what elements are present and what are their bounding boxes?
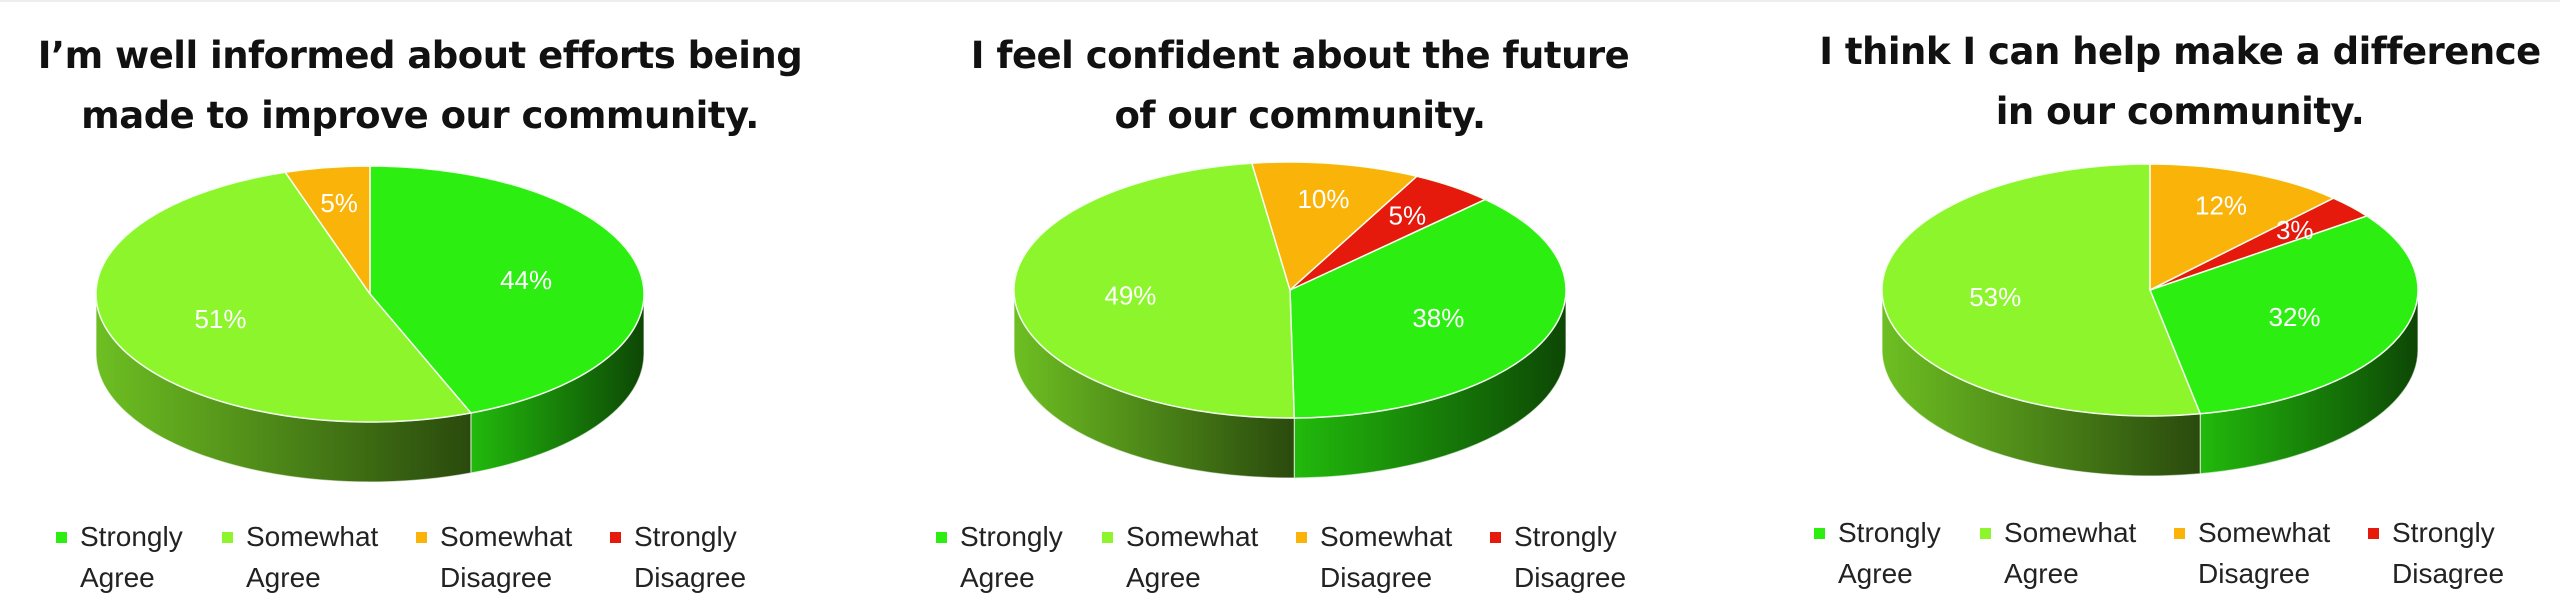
chart-legend: Strongly Agree Somewhat Agree Somewhat Disagr… xyxy=(1800,512,2560,612)
legend-label-line-1: Somewhat xyxy=(1320,521,1453,552)
data-label: 12% xyxy=(2195,191,2247,221)
legend-label-line-2: Disagree xyxy=(2198,558,2311,589)
legend-label-line-2: Disagree xyxy=(440,562,553,593)
legend-label-line-1: Strongly xyxy=(960,521,1063,552)
chart-panel-informed: I’m well informed about efforts being ma… xyxy=(30,0,810,608)
legend-label-line-2: Disagree xyxy=(1320,562,1433,593)
top-divider xyxy=(0,0,2560,2)
legend-label-line-2: Agree xyxy=(80,562,155,593)
chart-panel-difference: I think I can help make a difference in … xyxy=(1800,0,2560,608)
chart-title-line-2: of our community. xyxy=(1114,94,1486,137)
data-label: 5% xyxy=(1389,201,1427,231)
legend-swatch xyxy=(1102,532,1113,543)
data-label: 10% xyxy=(1297,184,1349,214)
pie-chart: 32% 53% 12% 3% xyxy=(1881,163,2419,477)
legend-label-line-1: Strongly xyxy=(1514,521,1617,552)
legend-swatch xyxy=(2368,528,2379,539)
legend-label-line-2: Agree xyxy=(1838,558,1913,589)
chart-title: I’m well informed about efforts being ma… xyxy=(30,26,810,146)
legend-label-line-1: Somewhat xyxy=(246,521,379,552)
legend-swatch xyxy=(1490,532,1501,543)
legend-label-line-2: Agree xyxy=(2004,558,2079,589)
slice-strongly-agree xyxy=(1289,198,1567,419)
legend-label-line-2: Disagree xyxy=(2392,558,2505,589)
chart-title-line-2: in our community. xyxy=(1995,90,2365,133)
legend-label-line-2: Disagree xyxy=(634,562,747,593)
slice-somewhat-agree xyxy=(1881,163,2202,417)
legend-label-line-1: Somewhat xyxy=(2198,517,2331,548)
pie-chart: 38% 49% 10% 5% xyxy=(1013,161,1567,479)
data-label: 32% xyxy=(2269,302,2321,332)
legend-label: Somewhat Agree xyxy=(1126,516,1258,598)
slice-somewhat-agree xyxy=(95,171,473,423)
pie-top xyxy=(1013,161,1567,419)
chart-panel-confident: I feel confident about the future of our… xyxy=(910,0,1690,608)
chart-title-line-1: I feel confident about the future xyxy=(970,34,1630,77)
slice-strongly-disagree xyxy=(2149,197,2369,291)
chart-title-line-1: I’m well informed about efforts being xyxy=(37,34,803,77)
legend-label-line-2: Disagree xyxy=(1514,562,1627,593)
slice-strongly-agree xyxy=(2149,215,2419,415)
slice-somewhat-disagree xyxy=(1250,161,1419,292)
legend-swatch xyxy=(2174,528,2185,539)
legend-swatch xyxy=(1814,528,1825,539)
chart-title-line-1: I think I can help make a difference xyxy=(1819,30,2541,73)
legend-swatch xyxy=(936,532,947,543)
pie-chart: 44% 51% 5% xyxy=(95,165,645,483)
legend-label: Strongly Disagree xyxy=(2392,512,2504,594)
slice-strongly-agree xyxy=(369,165,645,414)
slice-strongly-disagree xyxy=(1289,175,1487,291)
chart-title: I feel confident about the future of our… xyxy=(910,26,1690,146)
data-label: 3% xyxy=(2276,215,2314,245)
legend-label: Somewhat Disagree xyxy=(1320,516,1452,598)
data-label: 44% xyxy=(500,265,552,295)
legend-label: Somewhat Agree xyxy=(2004,512,2136,594)
chart-legend: Strongly Agree Somewhat Agree Somewhat Disagr… xyxy=(910,516,1690,616)
chart-title-line-2: made to improve our community. xyxy=(81,94,759,137)
legend-label-line-1: Somewhat xyxy=(2004,517,2137,548)
legend-label-line-1: Strongly xyxy=(634,521,737,552)
slice-somewhat-agree xyxy=(1013,162,1296,419)
data-label: 49% xyxy=(1104,281,1156,311)
chart-legend: Strongly Agree Somewhat Agree Somewhat Disagr… xyxy=(30,516,810,616)
data-label: 5% xyxy=(320,188,358,218)
legend-swatch xyxy=(610,532,621,543)
legend-label-line-1: Strongly xyxy=(80,521,183,552)
legend-label: Somewhat Agree xyxy=(246,516,378,598)
legend-label: Strongly Disagree xyxy=(634,516,746,598)
legend-label-line-2: Agree xyxy=(960,562,1035,593)
legend-label-line-2: Agree xyxy=(1126,562,1201,593)
legend-label-line-1: Strongly xyxy=(2392,517,2495,548)
legend-label: Strongly Disagree xyxy=(1514,516,1626,598)
legend-swatch xyxy=(222,532,233,543)
legend-label: Strongly Agree xyxy=(1838,512,1941,594)
legend-label: Strongly Agree xyxy=(80,516,183,598)
legend-label-line-1: Somewhat xyxy=(440,521,573,552)
data-label: 51% xyxy=(194,304,246,334)
legend-swatch xyxy=(56,532,67,543)
chart-title: I think I can help make a difference in … xyxy=(1800,22,2560,142)
legend-swatch xyxy=(1980,528,1991,539)
data-label: 38% xyxy=(1412,303,1464,333)
legend-swatch xyxy=(416,532,427,543)
legend-label: Somewhat Disagree xyxy=(440,516,572,598)
legend-label-line-1: Strongly xyxy=(1838,517,1941,548)
pie-top xyxy=(95,165,645,423)
data-label: 53% xyxy=(1969,282,2021,312)
legend-swatch xyxy=(1296,532,1307,543)
legend-label-line-1: Somewhat xyxy=(1126,521,1259,552)
legend-label: Strongly Agree xyxy=(960,516,1063,598)
slice-somewhat-disagree xyxy=(2149,163,2336,292)
slice-somewhat-disagree xyxy=(284,165,371,297)
legend-label-line-2: Agree xyxy=(246,562,321,593)
legend-label: Somewhat Disagree xyxy=(2198,512,2330,594)
pie-top xyxy=(1881,163,2419,417)
